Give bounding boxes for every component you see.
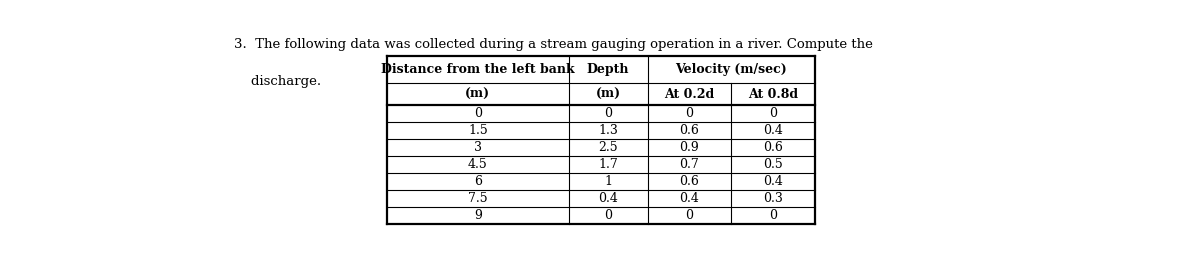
Text: 7.5: 7.5 xyxy=(468,192,487,205)
Text: 9: 9 xyxy=(474,209,481,222)
Text: 0: 0 xyxy=(685,209,694,222)
Text: 0: 0 xyxy=(685,107,694,120)
Text: 0.9: 0.9 xyxy=(679,141,700,154)
Text: 0.4: 0.4 xyxy=(598,192,618,205)
Text: 0.6: 0.6 xyxy=(763,141,784,154)
Text: 4.5: 4.5 xyxy=(468,158,487,171)
Text: 1.5: 1.5 xyxy=(468,124,487,137)
Text: 0.4: 0.4 xyxy=(679,192,700,205)
Text: 3: 3 xyxy=(474,141,482,154)
Text: At 0.2d: At 0.2d xyxy=(665,87,714,100)
Text: 0.5: 0.5 xyxy=(763,158,782,171)
Text: 0.4: 0.4 xyxy=(763,175,784,188)
Text: 0: 0 xyxy=(604,107,612,120)
Text: discharge.: discharge. xyxy=(234,75,320,88)
Text: Velocity (m/sec): Velocity (m/sec) xyxy=(676,63,787,76)
Text: 0.3: 0.3 xyxy=(763,192,784,205)
Text: 3.  The following data was collected during a stream gauging operation in a rive: 3. The following data was collected duri… xyxy=(234,38,872,51)
Text: 0.6: 0.6 xyxy=(679,175,700,188)
Text: (m): (m) xyxy=(595,87,620,100)
Text: 2.5: 2.5 xyxy=(599,141,618,154)
Text: 1.3: 1.3 xyxy=(598,124,618,137)
Text: 1: 1 xyxy=(604,175,612,188)
Text: 0: 0 xyxy=(604,209,612,222)
Text: 0.4: 0.4 xyxy=(763,124,784,137)
Text: 0: 0 xyxy=(474,107,482,120)
Text: 0.7: 0.7 xyxy=(679,158,700,171)
Text: Distance from the left bank: Distance from the left bank xyxy=(382,63,575,76)
Text: 0: 0 xyxy=(769,209,778,222)
Text: 6: 6 xyxy=(474,175,482,188)
Text: (m): (m) xyxy=(466,87,491,100)
Text: Depth: Depth xyxy=(587,63,629,76)
Text: 0: 0 xyxy=(769,107,778,120)
Text: At 0.8d: At 0.8d xyxy=(748,87,798,100)
Text: 0.6: 0.6 xyxy=(679,124,700,137)
Text: 1.7: 1.7 xyxy=(598,158,618,171)
